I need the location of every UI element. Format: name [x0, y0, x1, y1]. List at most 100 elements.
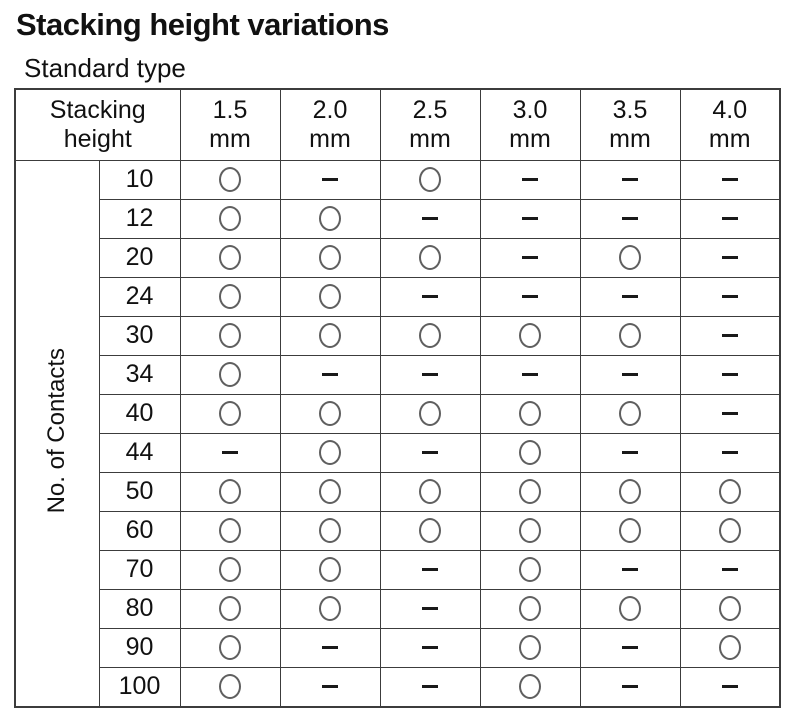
- contacts-value: 90: [98, 627, 181, 668]
- table-row: 30: [15, 315, 781, 356]
- availability-cell: [279, 237, 381, 278]
- contacts-value: 44: [98, 432, 181, 473]
- available-circle-icon: [619, 401, 641, 427]
- not-available-dash-icon: [721, 567, 738, 571]
- available-circle-icon: [419, 518, 441, 544]
- available-circle-icon: [219, 245, 241, 271]
- available-circle-icon: [319, 596, 341, 622]
- availability-cell: [379, 510, 481, 551]
- column-header-1-5mm: 1.5 mm: [179, 88, 281, 161]
- availability-cell: [479, 549, 581, 590]
- table-row: No. of Contacts 10: [14, 159, 781, 708]
- available-circle-icon: [519, 440, 541, 466]
- not-available-dash-icon: [721, 255, 738, 259]
- page-title: Stacking height variations: [16, 7, 389, 42]
- table-row: 24: [15, 276, 781, 317]
- availability-cell: [179, 471, 281, 512]
- available-circle-icon: [718, 596, 741, 622]
- column-header-unit: mm: [209, 124, 251, 153]
- not-available-dash-icon: [422, 294, 438, 298]
- availability-cell: [379, 315, 481, 356]
- available-circle-icon: [419, 323, 441, 349]
- column-header-value: 3.5: [612, 95, 648, 124]
- available-circle-icon: [419, 401, 441, 427]
- availability-cell: [579, 627, 681, 668]
- availability-cell: [279, 627, 381, 668]
- not-available-dash-icon: [322, 177, 338, 181]
- not-available-dash-icon: [622, 645, 638, 649]
- available-circle-icon: [718, 518, 741, 544]
- available-circle-icon: [519, 674, 541, 700]
- not-available-dash-icon: [222, 450, 238, 454]
- availability-cell: [679, 276, 781, 317]
- available-circle-icon: [219, 167, 241, 193]
- available-circle-icon: [319, 440, 341, 466]
- availability-cell: [279, 471, 381, 512]
- corner-header-line1: Stacking: [49, 95, 146, 124]
- availability-cell: [379, 549, 481, 590]
- column-header-4-0mm: 4.0 mm: [679, 88, 781, 161]
- not-available-dash-icon: [322, 372, 338, 376]
- availability-cell: [479, 159, 581, 200]
- not-available-dash-icon: [522, 216, 538, 220]
- availability-cell: [479, 198, 581, 239]
- not-available-dash-icon: [422, 372, 438, 376]
- column-header-unit: mm: [708, 124, 751, 153]
- not-available-dash-icon: [721, 216, 738, 220]
- availability-cell: [179, 198, 281, 239]
- contacts-value: 10: [98, 159, 181, 200]
- availability-cell: [279, 510, 381, 551]
- available-circle-icon: [619, 323, 641, 349]
- available-circle-icon: [519, 557, 541, 583]
- not-available-dash-icon: [721, 333, 738, 337]
- availability-cell: [679, 159, 781, 200]
- availability-cell: [179, 549, 281, 590]
- availability-cell: [479, 315, 581, 356]
- availability-cell: [379, 159, 481, 200]
- availability-cell: [179, 510, 281, 551]
- availability-cell: [379, 276, 481, 317]
- available-circle-icon: [219, 323, 241, 349]
- availability-cell: [479, 393, 581, 434]
- availability-cell: [679, 627, 781, 668]
- column-header-unit: mm: [309, 124, 351, 153]
- availability-cell: [579, 510, 681, 551]
- availability-cell: [679, 666, 781, 708]
- not-available-dash-icon: [721, 411, 738, 415]
- not-available-dash-icon: [622, 450, 638, 454]
- availability-cell: [279, 549, 381, 590]
- available-circle-icon: [319, 401, 341, 427]
- not-available-dash-icon: [622, 216, 638, 220]
- table-row: 60: [15, 510, 781, 551]
- available-circle-icon: [219, 206, 241, 232]
- not-available-dash-icon: [721, 450, 738, 454]
- availability-cell: [579, 666, 681, 708]
- availability-cell: [579, 432, 681, 473]
- available-circle-icon: [219, 557, 241, 583]
- available-circle-icon: [219, 362, 241, 388]
- available-circle-icon: [718, 635, 741, 661]
- column-header-2-0mm: 2.0 mm: [279, 88, 381, 161]
- availability-cell: [579, 276, 681, 317]
- availability-cell: [379, 198, 481, 239]
- table-row: 20: [15, 237, 781, 278]
- table-row: 12: [15, 198, 781, 239]
- available-circle-icon: [619, 245, 641, 271]
- available-circle-icon: [419, 479, 441, 505]
- available-circle-icon: [419, 167, 441, 193]
- contacts-value: 100: [98, 666, 181, 708]
- available-circle-icon: [219, 674, 241, 700]
- not-available-dash-icon: [422, 216, 438, 220]
- available-circle-icon: [519, 401, 541, 427]
- availability-cell: [379, 237, 481, 278]
- column-header-3-0mm: 3.0 mm: [479, 88, 581, 161]
- not-available-dash-icon: [322, 645, 338, 649]
- available-circle-icon: [319, 479, 341, 505]
- column-header-unit: mm: [609, 124, 651, 153]
- availability-cell: [679, 315, 781, 356]
- available-circle-icon: [319, 245, 341, 271]
- table-row: 80: [15, 588, 781, 629]
- available-circle-icon: [619, 479, 641, 505]
- availability-cell: [479, 354, 581, 395]
- availability-cell: [579, 237, 681, 278]
